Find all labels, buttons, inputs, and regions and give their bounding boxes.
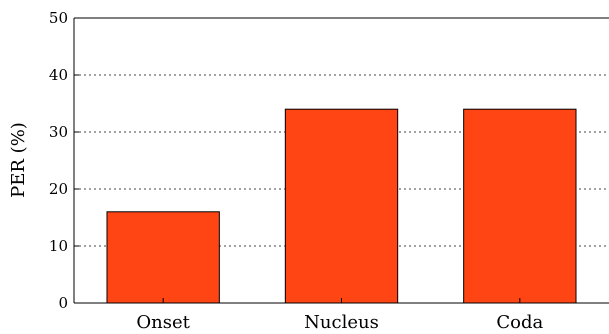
bar-nucleus [284,108,399,304]
bar-coda [463,108,577,304]
y-tick-label-20: 20 [49,180,68,198]
y-tick-label-30: 30 [49,123,68,141]
y-tick-label-50: 50 [49,9,68,27]
bar-onset [106,211,220,304]
x-tick-label-onset: Onset [136,312,190,333]
y-tick-label-40: 40 [49,66,68,84]
x-tick-label-nucleus: Nucleus [304,312,379,333]
x-tick-label-coda: Coda [496,312,543,333]
y-tick-label-0: 0 [58,294,68,312]
bars [106,108,577,304]
y-axis-title: PER (%) [8,122,29,198]
labels: 0 10 20 30 40 50 Onset Nucleus Coda [49,9,544,333]
axes [73,17,609,304]
y-tick-label-10: 10 [49,237,68,255]
